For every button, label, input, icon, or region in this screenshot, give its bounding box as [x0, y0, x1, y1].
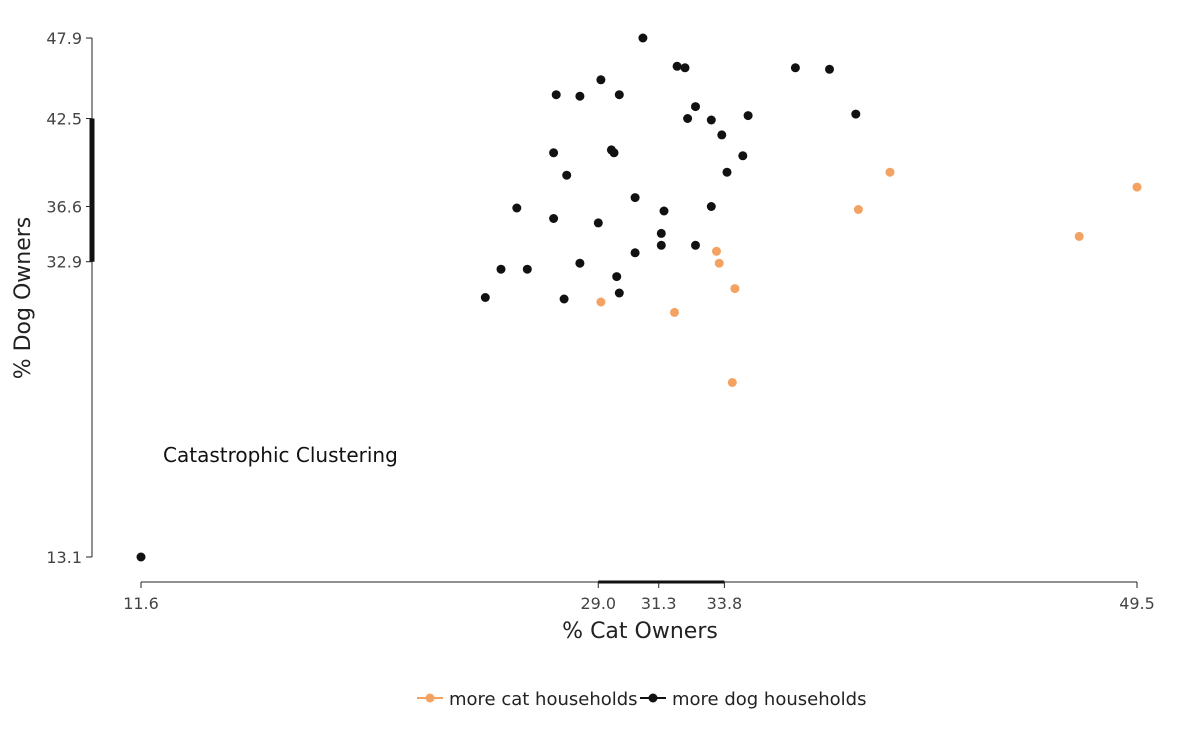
data-point [549, 148, 559, 158]
legend-dog-dot [648, 693, 658, 703]
x-tick-label: 11.6 [123, 594, 159, 613]
data-point [851, 109, 861, 119]
x-tick-label: 33.8 [707, 594, 743, 613]
data-point [638, 33, 648, 43]
y-tick-label: 42.5 [46, 110, 82, 129]
data-point [825, 64, 834, 74]
data-point [522, 264, 532, 274]
data-point [593, 218, 603, 228]
data-point [630, 248, 640, 258]
data-point [691, 240, 700, 250]
legend-cat-dot [425, 693, 435, 703]
data-point [670, 307, 679, 317]
legend-item-dog: more dog households [640, 689, 866, 710]
data-point [614, 90, 624, 100]
data-point [575, 258, 585, 268]
x-axis: 11.6 29.0 31.3 33.8 49.5 [123, 580, 1155, 613]
data-point [683, 114, 693, 123]
x-axis-title: % Cat Owners [562, 619, 718, 644]
data-point [656, 228, 666, 238]
data-point [706, 202, 716, 211]
x-tick-label: 29.0 [580, 594, 616, 613]
y-tick-label: 32.9 [46, 253, 82, 272]
y-tick-label: 36.6 [46, 198, 82, 217]
data-point [691, 102, 700, 112]
data-point [659, 206, 669, 216]
legend-cat-label: more cat households [449, 689, 638, 710]
y-tick-label: 13.1 [46, 548, 82, 567]
x-tick-label: 31.3 [641, 594, 677, 613]
points-layer [136, 33, 1142, 562]
data-point [559, 294, 569, 304]
data-point [575, 91, 585, 101]
data-point [712, 246, 721, 256]
legend-dog-label: more dog households [672, 689, 866, 710]
data-point [790, 63, 800, 73]
data-point [743, 111, 753, 121]
data-point [551, 90, 561, 100]
data-point [722, 167, 732, 177]
data-point [656, 240, 666, 250]
data-point [549, 214, 559, 223]
data-point [1074, 231, 1084, 241]
data-point [562, 170, 572, 180]
y-tick-label: 47.9 [46, 29, 82, 48]
data-point [680, 63, 690, 73]
data-point [496, 264, 506, 274]
data-point [738, 151, 748, 161]
data-point [596, 297, 606, 307]
data-point [1132, 182, 1142, 192]
data-point [672, 61, 682, 71]
x-tick-label: 49.5 [1119, 594, 1155, 613]
data-point [853, 205, 863, 214]
legend-item-cat: more cat households [417, 689, 638, 710]
data-point [614, 288, 624, 298]
y-axis-title: % Dog Owners [11, 217, 36, 380]
data-point [714, 258, 724, 268]
data-point [730, 284, 740, 294]
legend: more cat households more dog households [417, 689, 866, 710]
annotation-text: Catastrophic Clustering [163, 443, 398, 467]
data-point [706, 115, 716, 125]
data-point [717, 130, 727, 140]
data-point [612, 272, 622, 282]
data-point [885, 167, 895, 177]
data-point [630, 193, 640, 203]
data-point [480, 293, 490, 302]
data-point [609, 148, 619, 158]
y-axis: 13.1 32.9 36.6 42.5 47.9 [46, 29, 95, 567]
data-point [596, 75, 606, 85]
data-point [727, 378, 737, 387]
data-point [136, 552, 146, 562]
series-dog [136, 33, 861, 562]
data-point [512, 203, 522, 213]
series-cat [596, 167, 1142, 387]
